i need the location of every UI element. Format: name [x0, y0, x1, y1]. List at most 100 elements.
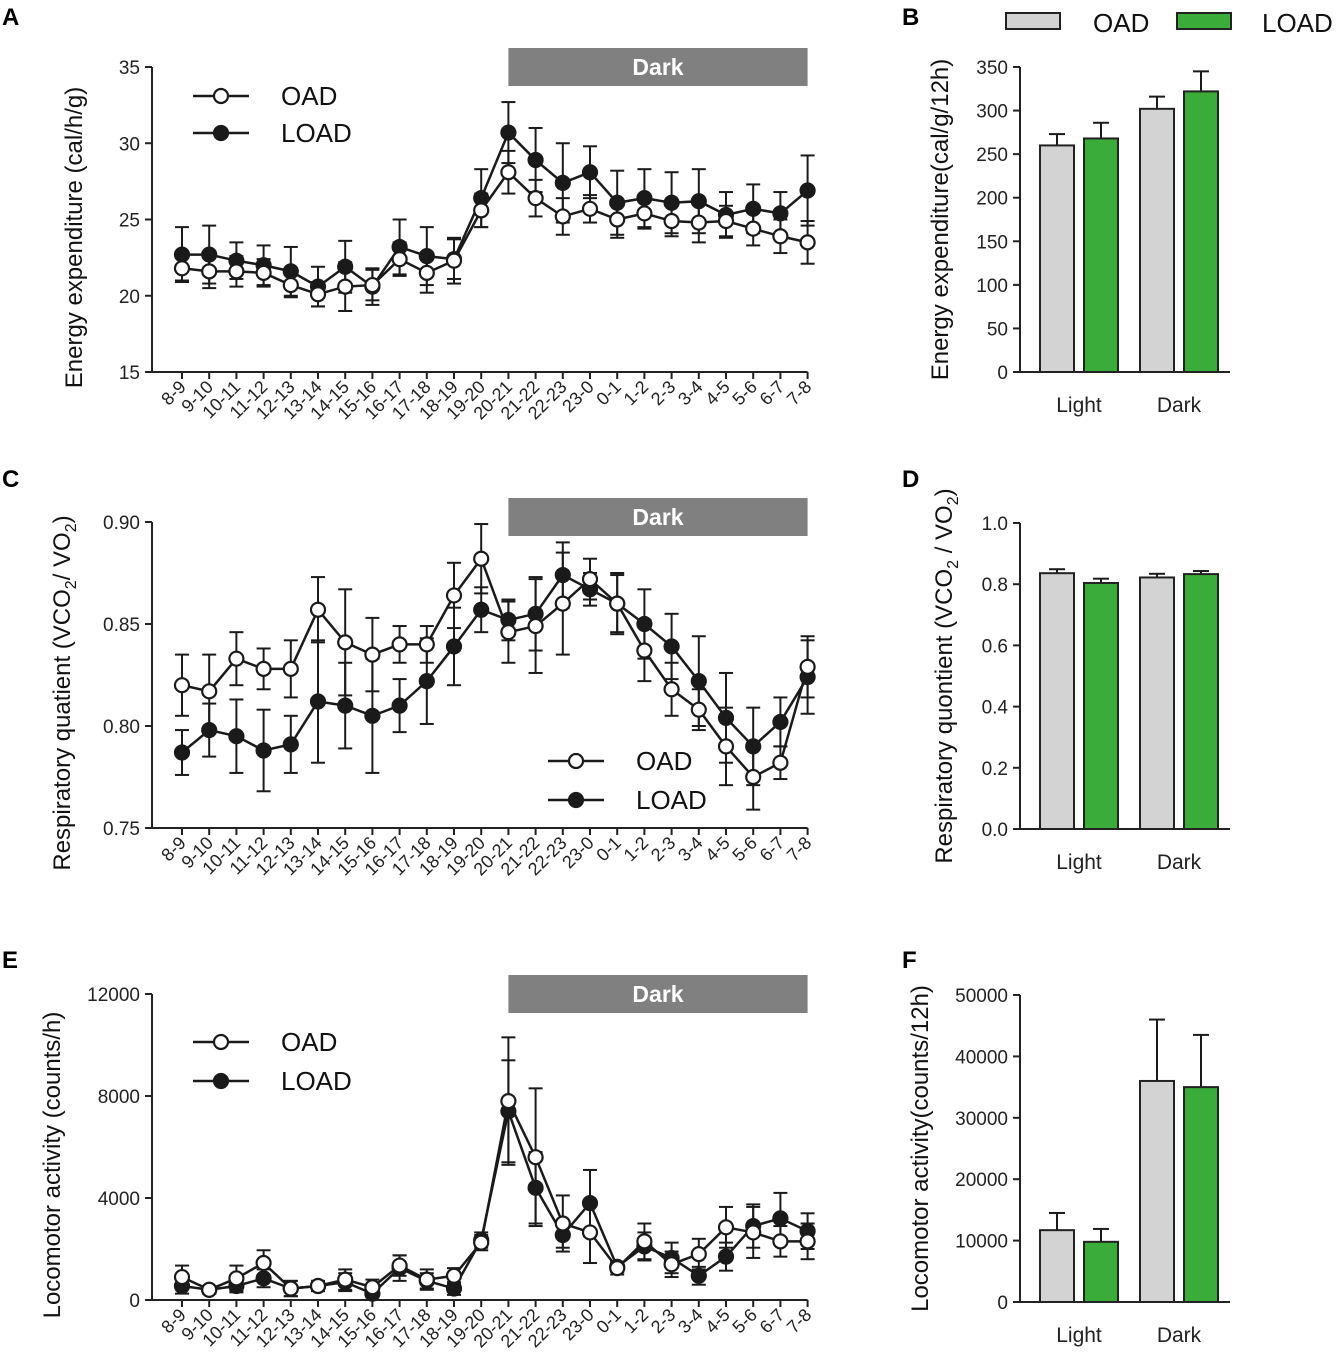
panel-a-line-chart: Dark15202530358-99-1010-1111-1212-1313-1…	[61, 48, 816, 423]
x-category-label: Light	[1056, 394, 1102, 417]
oad-data-point	[581, 200, 599, 217]
oad-series-line	[181, 1097, 808, 1292]
y-tick-label: 0.8	[982, 575, 1008, 596]
oad-data-point	[364, 1279, 381, 1296]
load-data-point	[282, 736, 299, 753]
oad-data-point	[636, 642, 653, 659]
y-tick-label: 30000	[955, 1109, 1008, 1130]
oad-data-point	[500, 164, 517, 181]
oad-data-point	[581, 571, 599, 588]
panel-b-bar-chart: 0 50 100 150 200 250 300 350 Energy expenditure(…	[927, 58, 1230, 417]
x-tick-label: 0-1	[592, 833, 625, 866]
y-tick-label: 200	[976, 189, 1008, 210]
oad-data-point	[228, 650, 245, 667]
oad-data-point	[228, 1270, 245, 1287]
x-tick-label: 4-5	[701, 833, 734, 866]
oad-data-point	[717, 1219, 735, 1236]
load-data-point	[473, 601, 490, 618]
y-axis-title: Energy expenditure (cal/h/g)	[61, 87, 88, 389]
y-tick-label: 0.4	[982, 698, 1009, 719]
oad-data-point	[500, 1092, 517, 1110]
dark-band-label: Dark	[632, 54, 683, 80]
x-tick-label: 3-4	[674, 833, 707, 866]
x-category-label: Dark	[1157, 851, 1202, 874]
x-category-label: Dark	[1157, 1324, 1202, 1347]
load-data-point	[799, 182, 816, 199]
x-tick-label: 2-3	[647, 1305, 680, 1338]
oad-data-point	[337, 634, 354, 651]
y-tick-label: 250	[976, 145, 1008, 166]
y-tick-label: 25	[119, 211, 140, 232]
legend-oad-label: OAD	[636, 746, 692, 776]
y-tick-label: 150	[976, 232, 1008, 253]
y-tick-label: 10000	[955, 1232, 1008, 1253]
load-data-point	[173, 744, 191, 761]
legend-oad-marker	[212, 87, 230, 105]
panel-letter-a: A	[2, 4, 19, 31]
y-axis-title: Respiratory quontient (VCO2 / VO2)	[931, 488, 962, 863]
load-data-point	[554, 174, 571, 191]
load-data-point	[772, 205, 789, 222]
oad-data-point	[282, 1280, 299, 1297]
y-tick-label: 8000	[98, 1087, 140, 1108]
load-data-point	[391, 697, 408, 714]
oad-bar	[1039, 144, 1075, 373]
y-tick-label: 300	[976, 102, 1008, 123]
oad-data-point	[663, 681, 680, 698]
load-data-point	[255, 742, 272, 759]
y-tick-label: 12000	[87, 985, 140, 1006]
oad-series-line	[181, 556, 809, 779]
bar-legend-load-label: LOAD	[1262, 8, 1333, 38]
load-series-line	[181, 1106, 809, 1296]
x-tick-label: 1-2	[620, 377, 653, 410]
panel-c-line-chart: Dark0.750.800.850.908-99-1010-1111-1212-…	[49, 498, 816, 879]
panel-letter-d: D	[902, 466, 919, 493]
panel-letter-f: F	[902, 947, 917, 974]
load-data-point	[717, 1248, 735, 1265]
oad-data-point	[255, 1254, 272, 1272]
oad-data-point	[418, 636, 435, 653]
legend-load-label: LOAD	[281, 118, 352, 148]
x-tick-label: 2-3	[647, 833, 680, 866]
oad-data-point	[609, 211, 626, 228]
oad-data-point	[391, 636, 408, 653]
legend-load-marker	[212, 124, 230, 142]
oad-data-point	[201, 263, 218, 280]
load-data-point	[581, 164, 599, 181]
load-data-point	[527, 151, 544, 169]
x-tick-label: 4-5	[701, 1305, 734, 1338]
x-tick-label: 6-7	[756, 833, 789, 866]
x-tick-label: 1-2	[620, 833, 653, 866]
legend-load-marker	[567, 791, 585, 809]
legend-oad-marker	[567, 752, 585, 770]
oad-bar	[1139, 1079, 1175, 1303]
load-bar	[1083, 137, 1119, 373]
oad-data-point	[228, 263, 245, 280]
y-tick-label: 0.80	[103, 717, 140, 738]
oad-data-point	[527, 190, 544, 207]
dark-period-band	[508, 48, 808, 86]
oad-data-point	[500, 624, 517, 641]
oad-data-point	[391, 1257, 408, 1274]
oad-data-point	[309, 1277, 327, 1295]
oad-data-point	[473, 1234, 490, 1251]
y-tick-label: 0	[997, 1293, 1008, 1314]
x-tick-label: 1-2	[620, 1305, 653, 1338]
oad-data-point	[772, 228, 789, 245]
x-tick-label: 5-6	[728, 833, 761, 866]
oad-data-point	[364, 646, 381, 663]
x-tick-label: 3-4	[674, 1305, 707, 1338]
x-tick-label: 0-1	[592, 377, 625, 410]
y-tick-label: 0.6	[982, 636, 1008, 657]
load-bar	[1183, 90, 1219, 374]
y-tick-label: 350	[976, 58, 1008, 79]
load-series-line	[182, 130, 809, 289]
oad-data-point	[255, 264, 272, 281]
oad-data-point	[799, 1233, 816, 1250]
y-axis-title: Locomotor activity (counts/h)	[39, 1012, 66, 1319]
x-tick-label: 7-8	[783, 1305, 816, 1338]
y-axis-title: Locomotor activity(counts/12h)	[907, 985, 934, 1312]
oad-data-point	[418, 1271, 435, 1288]
panel-e-line-chart: Dark040008000120008-99-1010-1111-1212-13…	[39, 975, 816, 1351]
load-data-point	[228, 728, 245, 745]
